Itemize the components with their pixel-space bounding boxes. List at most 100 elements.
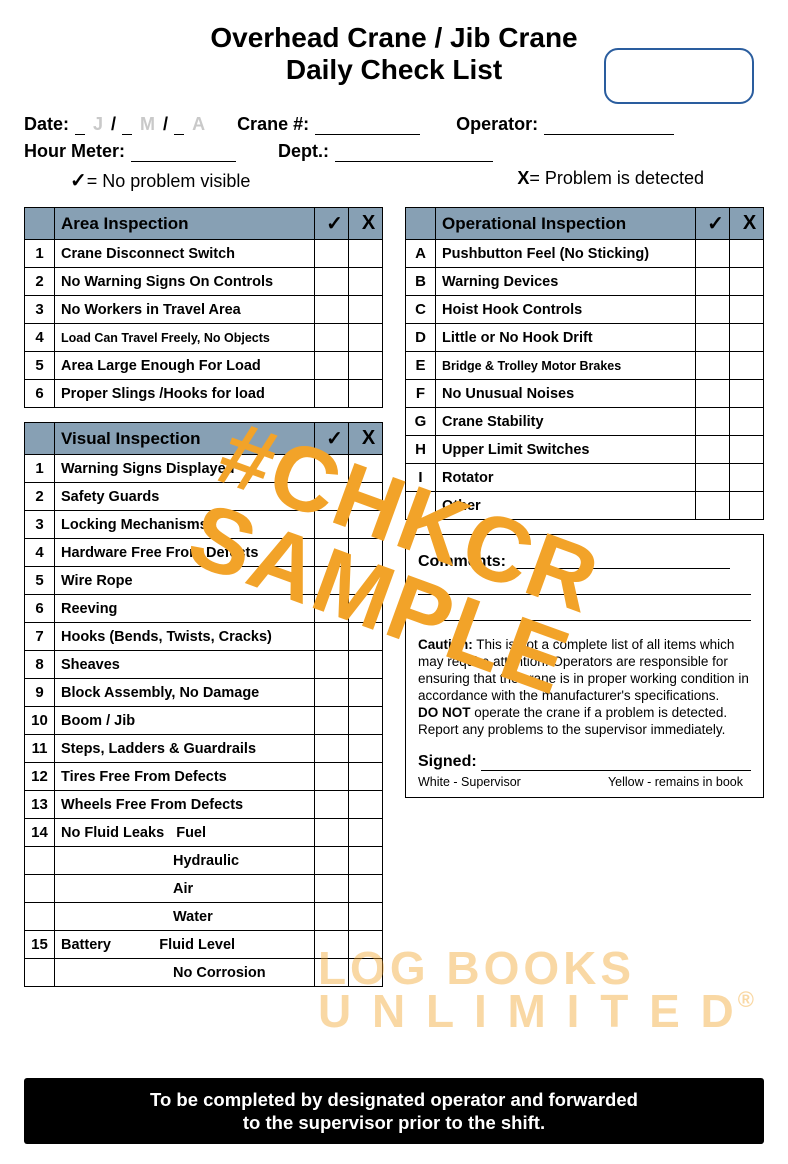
check-cell[interactable] [696,464,730,492]
date-j-input[interactable] [75,115,85,135]
x-cell[interactable] [349,455,383,483]
x-cell[interactable] [730,408,764,436]
check-cell[interactable] [315,903,349,931]
comments-line[interactable] [418,597,751,621]
check-cell[interactable] [315,623,349,651]
check-cell[interactable] [315,455,349,483]
table-row: 8Sheaves [25,651,383,679]
hour-input[interactable] [131,142,236,162]
date-a-input[interactable] [174,115,184,135]
table-row: 12Tires Free From Defects [25,763,383,791]
check-cell[interactable] [696,296,730,324]
check-cell[interactable] [315,763,349,791]
check-cell[interactable] [315,707,349,735]
check-cell[interactable] [315,567,349,595]
check-cell[interactable] [315,380,349,408]
check-cell[interactable] [315,539,349,567]
check-cell[interactable] [315,819,349,847]
x-cell[interactable] [349,875,383,903]
x-cell[interactable] [349,539,383,567]
x-cell[interactable] [349,352,383,380]
x-cell[interactable] [349,707,383,735]
row-num: 8 [25,651,55,679]
x-cell[interactable] [349,847,383,875]
check-cell[interactable] [315,679,349,707]
check-icon: ✓ [70,170,87,192]
x-cell[interactable] [730,324,764,352]
x-col: X [349,208,383,240]
x-cell[interactable] [730,492,764,520]
x-cell[interactable] [349,380,383,408]
x-cell[interactable] [730,464,764,492]
row-num: E [406,352,436,380]
x-cell[interactable] [730,352,764,380]
row-num: 4 [25,324,55,352]
check-cell[interactable] [315,595,349,623]
check-cell[interactable] [696,240,730,268]
check-cell[interactable] [696,268,730,296]
check-cell[interactable] [315,240,349,268]
row-desc: Crane Disconnect Switch [55,240,315,268]
check-cell[interactable] [315,847,349,875]
x-cell[interactable] [349,324,383,352]
signed-input[interactable] [481,753,751,771]
row-desc: Locking Mechanisms [55,511,315,539]
dept-input[interactable] [335,142,493,162]
check-cell[interactable] [696,492,730,520]
check-cell[interactable] [315,791,349,819]
comments-line[interactable] [510,545,730,569]
row-desc: Air [55,875,315,903]
x-cell[interactable] [730,296,764,324]
id-box[interactable] [604,48,754,104]
table-row: 6Proper Slings /Hooks for load [25,380,383,408]
x-cell[interactable] [349,679,383,707]
crane-input[interactable] [315,115,420,135]
x-cell[interactable] [349,483,383,511]
operator-input[interactable] [544,115,674,135]
row-num: 9 [25,679,55,707]
x-cell[interactable] [349,763,383,791]
x-cell[interactable] [349,791,383,819]
x-cell[interactable] [730,380,764,408]
check-cell[interactable] [315,352,349,380]
check-cell[interactable] [696,408,730,436]
check-cell[interactable] [315,931,349,959]
check-cell[interactable] [696,324,730,352]
x-cell[interactable] [349,567,383,595]
check-cell[interactable] [315,296,349,324]
x-cell[interactable] [349,903,383,931]
check-cell[interactable] [315,735,349,763]
check-cell[interactable] [315,324,349,352]
x-cell[interactable] [349,268,383,296]
check-cell[interactable] [315,651,349,679]
check-cell[interactable] [315,959,349,987]
check-cell[interactable] [696,352,730,380]
x-cell[interactable] [349,296,383,324]
check-cell[interactable] [315,511,349,539]
date-m-input[interactable] [122,115,132,135]
x-cell[interactable] [730,436,764,464]
row-desc: Load Can Travel Freely, No Objects [55,324,315,352]
comments-line[interactable] [418,571,751,595]
check-cell[interactable] [696,380,730,408]
check-cell[interactable] [315,268,349,296]
x-cell[interactable] [349,595,383,623]
x-cell[interactable] [730,240,764,268]
row-desc: Safety Guards [55,483,315,511]
x-cell[interactable] [349,735,383,763]
table-row: 1Crane Disconnect Switch [25,240,383,268]
x-cell[interactable] [349,959,383,987]
row-desc: Upper Limit Switches [436,436,696,464]
legend: ✓= No problem visible X= Problem is dete… [24,168,764,193]
x-cell[interactable] [349,651,383,679]
x-cell[interactable] [349,819,383,847]
x-cell[interactable] [349,240,383,268]
x-cell[interactable] [349,623,383,651]
x-cell[interactable] [349,931,383,959]
check-cell[interactable] [315,875,349,903]
check-cell[interactable] [696,436,730,464]
row-num: 2 [25,268,55,296]
x-cell[interactable] [349,511,383,539]
x-cell[interactable] [730,268,764,296]
check-cell[interactable] [315,483,349,511]
